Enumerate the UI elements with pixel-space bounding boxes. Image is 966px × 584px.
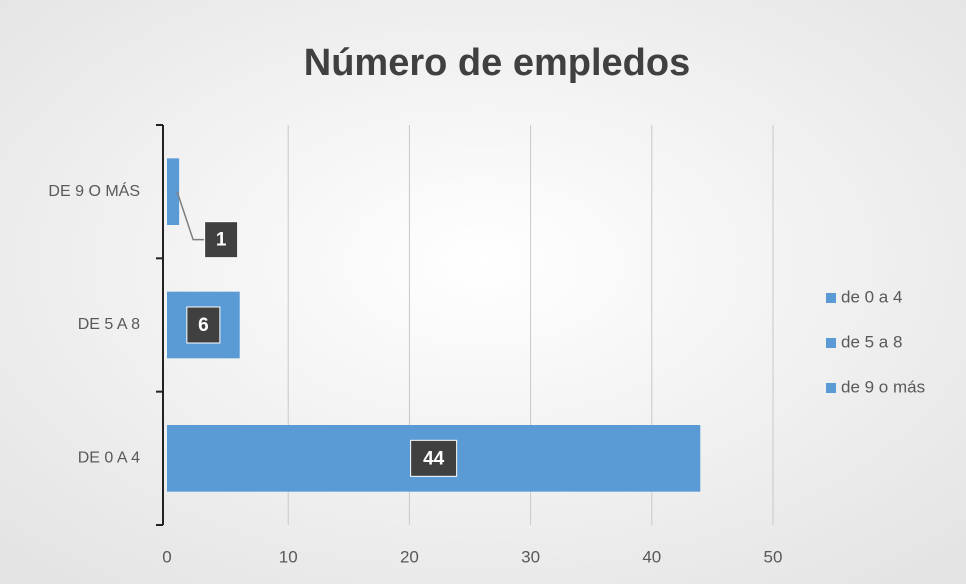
legend-label: de 9 o más	[841, 377, 925, 396]
y-tick-label: DE 9 O MÁS	[48, 181, 140, 200]
x-tick-label: 0	[162, 547, 171, 566]
legend-swatch	[826, 338, 836, 348]
x-tick-label: 50	[764, 547, 783, 566]
data-label-box	[186, 306, 221, 344]
data-label: 1	[216, 230, 227, 251]
y-tick-label: DE 5 A 8	[78, 316, 140, 333]
legend-swatch	[826, 383, 836, 393]
x-tick-label: 40	[642, 547, 661, 566]
x-tick-label: 10	[279, 547, 298, 566]
x-tick-label: 20	[400, 547, 419, 566]
data-label-box	[204, 221, 239, 259]
data-label: 6	[198, 315, 209, 336]
legend-label: de 5 a 8	[841, 332, 902, 351]
data-label-box	[410, 439, 458, 477]
leader-line	[176, 191, 205, 241]
data-label: 44	[423, 448, 445, 469]
x-tick-label: 30	[521, 547, 540, 566]
chart-title: Número de empledos	[304, 42, 690, 84]
legend-swatch	[826, 293, 836, 303]
legend-label: de 0 a 4	[841, 287, 902, 306]
bar	[167, 158, 180, 225]
y-tick-label: DE 0 A 4	[78, 450, 140, 467]
